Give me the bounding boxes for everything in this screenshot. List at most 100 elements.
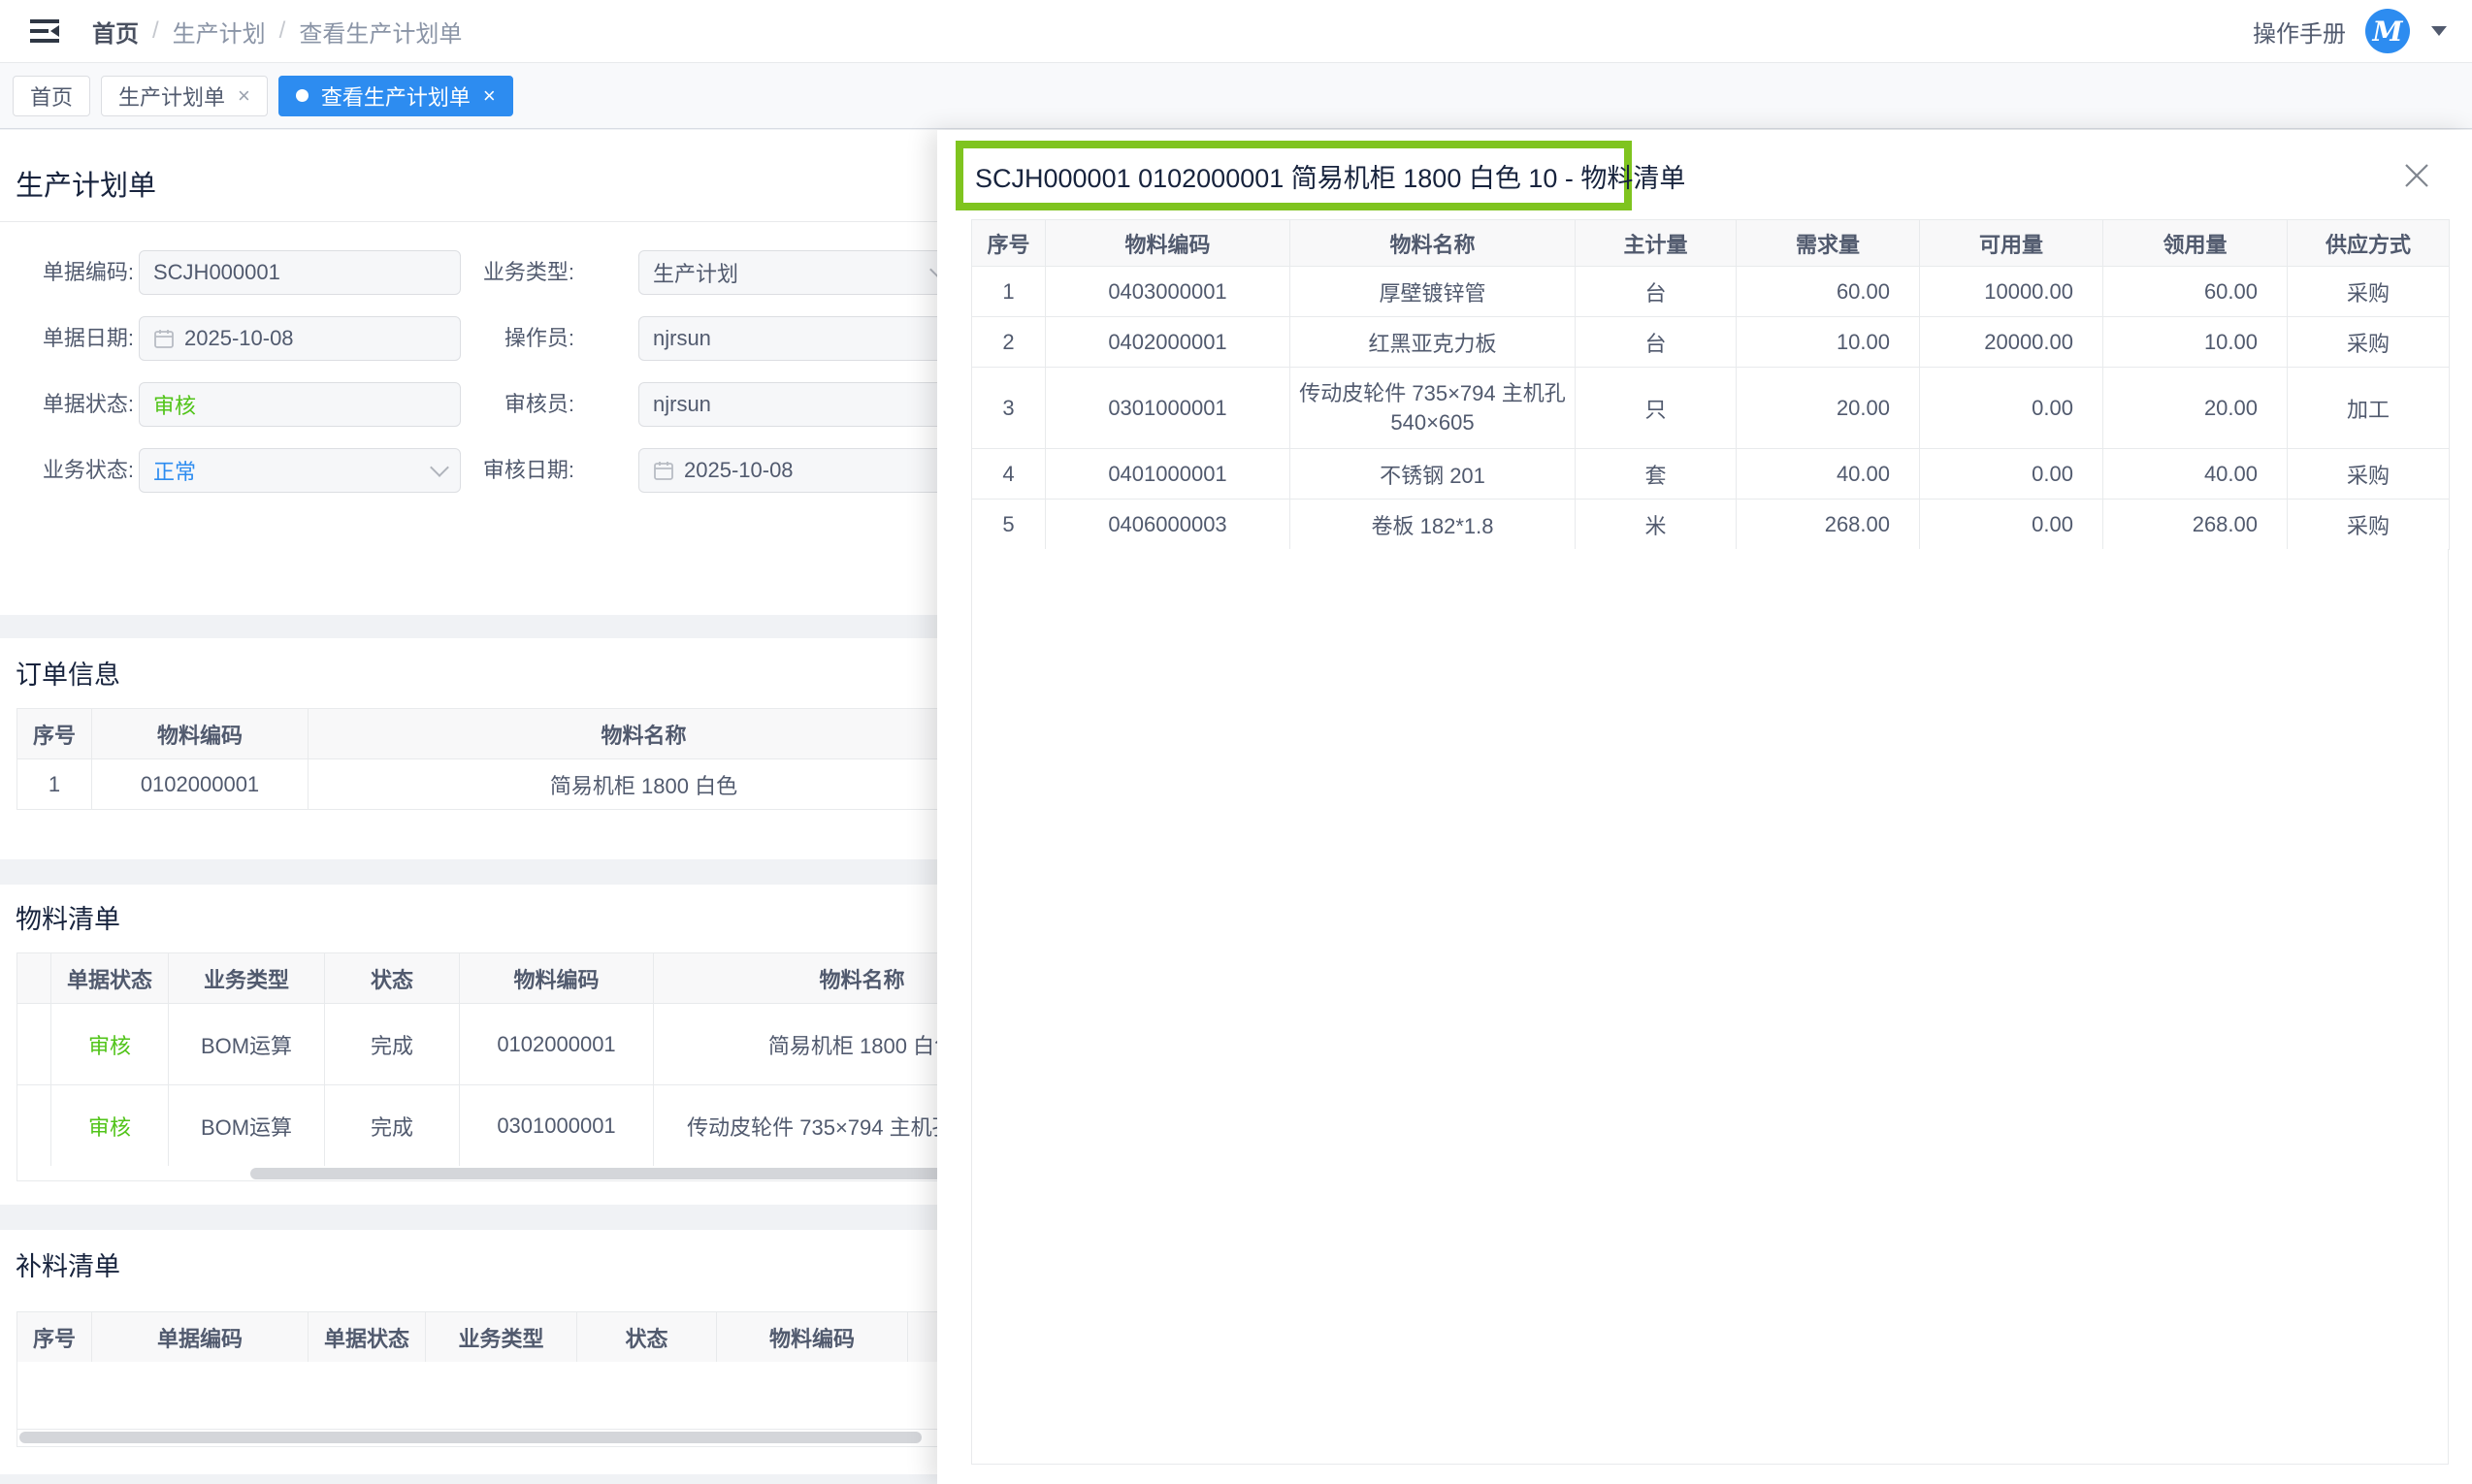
material-list-title: 物料清单	[16, 905, 120, 934]
menu-collapse-icon[interactable]	[28, 16, 61, 47]
col-header: 单据状态	[308, 1311, 426, 1363]
table-row[interactable]: 5 0406000003 卷板 182*1.8 米 268.00 0.00 26…	[971, 499, 2450, 550]
cell-available: 0.00	[1919, 499, 2103, 550]
doc-code-value: SCJH000001	[153, 260, 280, 284]
doc-code-input[interactable]: SCJH000001	[139, 250, 461, 295]
auditor-label: 审核员:	[504, 392, 574, 416]
cell-code: 0402000001	[1045, 316, 1290, 368]
cell-seq: 2	[971, 316, 1046, 368]
tab-label: 生产计划单	[118, 84, 226, 110]
cell-unit: 台	[1575, 316, 1737, 368]
calendar-icon	[153, 328, 175, 349]
cell-available: 10000.00	[1919, 266, 2103, 317]
table-row[interactable]: 4 0401000001 不锈钢 201 套 40.00 0.00 40.00 …	[971, 448, 2450, 500]
supplement-list-title: 补料清单	[16, 1252, 120, 1281]
cell-code: 0301000001	[1045, 367, 1290, 449]
col-header: 物料编码	[459, 952, 654, 1004]
table-row[interactable]: 1 0403000001 厚壁镀锌管 台 60.00 10000.00 60.0…	[971, 266, 2450, 317]
cell-issue: 10.00	[2102, 316, 2288, 368]
open-tabs-bar: 首页 生产计划单 × 查看生产计划单 ×	[0, 63, 2472, 129]
cell-name: 卷板 182*1.8	[1289, 499, 1576, 550]
cell-seq: 3	[971, 367, 1046, 449]
cell-code: 0102000001	[91, 758, 309, 810]
cell-available: 0.00	[1919, 367, 2103, 449]
col-header: 状态	[324, 952, 460, 1004]
cell-status: 完成	[324, 1084, 460, 1167]
biz-status-select[interactable]: 正常	[139, 448, 461, 493]
cell-code: 0403000001	[1045, 266, 1290, 317]
cell-doc-status: 审核	[50, 1084, 169, 1167]
breadcrumb-home[interactable]: 首页	[92, 20, 139, 48]
scrollbar-thumb[interactable]	[250, 1168, 1065, 1179]
table-row[interactable]: 1 0102000001 简易机柜 1800 白色	[16, 758, 980, 810]
top-navbar: 首页 / 生产计划 / 查看生产计划单 操作手册 M	[0, 0, 2472, 63]
col-header: 主计量	[1575, 219, 1737, 267]
cell-available: 0.00	[1919, 448, 2103, 500]
navbar-right: 操作手册 M	[2253, 9, 2447, 53]
active-tab-dot-icon	[295, 89, 309, 102]
col-header: 单据状态	[50, 952, 169, 1004]
cell-supply: 采购	[2287, 499, 2450, 550]
horizontal-scrollbar[interactable]	[16, 1430, 1198, 1447]
col-header: 序号	[971, 219, 1046, 267]
table-row[interactable]: 3 0301000001 传动皮轮件 735×794 主机孔540×605 只 …	[971, 367, 2450, 449]
user-menu-caret-icon[interactable]	[2431, 26, 2447, 36]
tab-label: 首页	[30, 84, 74, 110]
cell-expand	[16, 1003, 51, 1085]
col-header: 供应方式	[2287, 219, 2450, 267]
table-row[interactable]: 审核 BOM运算 完成 0301000001 传动皮轮件 735×794 主机孔…	[16, 1084, 1071, 1167]
doc-date-input[interactable]: 2025-10-08	[139, 316, 461, 361]
cell-name: 简易机柜 1800 白色	[308, 758, 980, 810]
cell-issue: 268.00	[2102, 499, 2288, 550]
cell-code: 0401000001	[1045, 448, 1290, 500]
cell-demand: 60.00	[1736, 266, 1920, 317]
operator-value: njrsun	[653, 326, 711, 350]
col-header: 物料名称	[308, 708, 980, 759]
biz-status-label: 业务状态:	[42, 458, 134, 482]
tab-production-plan-list[interactable]: 生产计划单 ×	[101, 75, 268, 116]
biz-type-select[interactable]: 生产计划	[638, 250, 960, 295]
breadcrumb-current[interactable]: 查看生产计划单	[299, 20, 463, 48]
scrollbar-thumb[interactable]	[19, 1432, 922, 1443]
cell-demand: 268.00	[1736, 499, 1920, 550]
operator-input[interactable]: njrsun	[638, 316, 960, 361]
cell-supply: 加工	[2287, 367, 2450, 449]
tab-close-icon[interactable]: ×	[238, 82, 250, 108]
doc-status-value: 审核	[153, 394, 197, 418]
col-header: 序号	[16, 708, 92, 759]
table-row[interactable]: 2 0402000001 红黑亚克力板 台 10.00 20000.00 10.…	[971, 316, 2450, 368]
user-avatar[interactable]: M	[2365, 9, 2410, 53]
cell-biz-type: BOM运算	[168, 1003, 325, 1085]
manual-link[interactable]: 操作手册	[2253, 20, 2346, 48]
cell-supply: 采购	[2287, 266, 2450, 317]
table-row[interactable]: 审核 BOM运算 完成 0102000001 简易机柜 1800 白色	[16, 1003, 1071, 1085]
cell-expand	[16, 1084, 51, 1167]
auditor-input[interactable]: njrsun	[638, 382, 960, 427]
col-header	[16, 952, 51, 1004]
cell-supply: 采购	[2287, 448, 2450, 500]
audit-date-input[interactable]: 2025-10-08	[638, 448, 960, 493]
close-icon[interactable]	[2402, 161, 2431, 190]
doc-date-value: 2025-10-08	[184, 326, 294, 350]
breadcrumb-section[interactable]: 生产计划	[172, 20, 266, 48]
col-header: 可用量	[1919, 219, 2103, 267]
doc-status-input[interactable]: 审核	[139, 382, 461, 427]
col-header: 需求量	[1736, 219, 1920, 267]
tab-home[interactable]: 首页	[13, 75, 91, 116]
breadcrumb-separator: /	[278, 17, 286, 44]
horizontal-scrollbar[interactable]	[16, 1166, 1070, 1181]
operator-label: 操作员:	[504, 326, 574, 350]
drawer-material-table: 序号 物料编码 物料名称 主计量 需求量 可用量 领用量 供应方式 1 0403…	[971, 219, 2450, 550]
cell-supply: 采购	[2287, 316, 2450, 368]
cell-demand: 40.00	[1736, 448, 1920, 500]
tab-view-production-plan[interactable]: 查看生产计划单 ×	[277, 75, 513, 116]
cell-issue: 60.00	[2102, 266, 2288, 317]
cell-unit: 套	[1575, 448, 1737, 500]
cell-status: 完成	[324, 1003, 460, 1085]
material-detail-drawer: SCJH000001 0102000001 简易机柜 1800 白色 10 - …	[937, 130, 2472, 1484]
tab-close-icon[interactable]: ×	[482, 82, 496, 108]
col-header: 单据编码	[91, 1311, 309, 1363]
auditor-value: njrsun	[653, 392, 711, 416]
cell-available: 20000.00	[1919, 316, 2103, 368]
cell-seq: 1	[971, 266, 1046, 317]
